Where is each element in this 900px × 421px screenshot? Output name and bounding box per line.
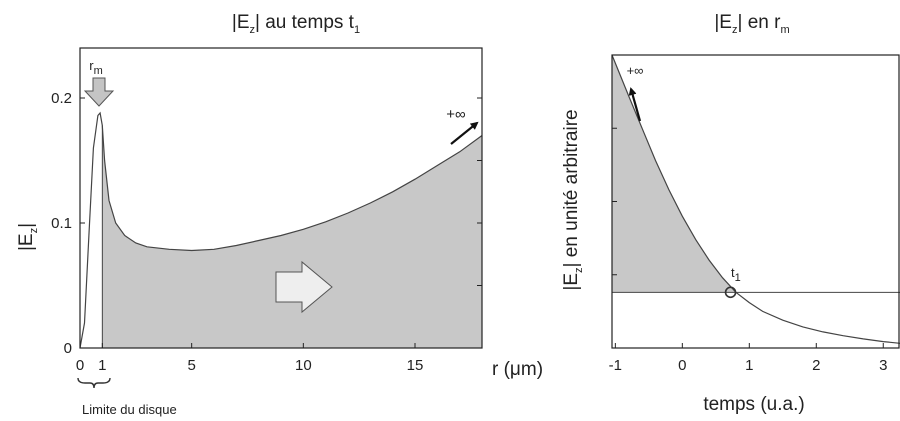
right-infinity-arrow-icon xyxy=(628,87,642,122)
right-y-axis-label: |Ez| en unité arbitraire xyxy=(561,109,585,290)
left-x-tick-label: 10 xyxy=(295,357,312,374)
left-x-tick-label: 5 xyxy=(187,357,195,374)
left-infinity-label: +∞ xyxy=(446,106,466,123)
left-y-tick-label: 0 xyxy=(64,340,72,357)
right-chart-title: |Ez| en rm xyxy=(714,12,789,36)
rm-label: rm xyxy=(89,58,103,77)
left-plot-frame xyxy=(79,47,483,349)
right-x-tick-label: 1 xyxy=(745,357,753,374)
left-infinity-arrow-icon xyxy=(450,121,479,145)
left-y-axis-label: |Ez| xyxy=(16,223,40,251)
t1-marker xyxy=(724,286,737,299)
right-x-tick-label: 2 xyxy=(812,357,820,374)
left-x-axis-label: r (μm) xyxy=(492,359,543,380)
right-x-tick-label: 0 xyxy=(678,357,686,374)
right-x-tick-label: -1 xyxy=(609,357,622,374)
rm-down-arrow-icon xyxy=(83,77,115,107)
right-shaded-region xyxy=(612,55,736,293)
right-x-axis-label: temps (u.a.) xyxy=(703,394,804,415)
disk-limit-label: Limite du disque xyxy=(82,402,177,417)
left-x-tick-label: 0 xyxy=(76,357,84,374)
right-chart: |Ez| en rm |Ez| en unité arbitraire -1 0 1… xyxy=(561,12,900,415)
t1-label: t1 xyxy=(731,265,741,284)
left-ez-curve xyxy=(79,111,483,349)
right-x-tick-label: 3 xyxy=(879,357,887,374)
left-y-tick-label: 0.1 xyxy=(51,215,72,232)
right-infinity-label: +∞ xyxy=(627,63,644,78)
left-x-tick-label: 1 xyxy=(98,357,106,374)
left-chart-title: |Ez| au temps t1 xyxy=(232,12,360,36)
right-ticks: -1 0 1 2 3 xyxy=(609,127,887,374)
right-plot-area: -1 0 1 2 3 xyxy=(609,54,900,374)
left-y-tick-label: 0.2 xyxy=(51,90,72,107)
disk-limit-brace-icon xyxy=(77,377,111,389)
left-x-tick-label: 15 xyxy=(407,357,424,374)
left-shaded-region xyxy=(102,125,483,348)
right-arrow-icon xyxy=(275,260,333,314)
